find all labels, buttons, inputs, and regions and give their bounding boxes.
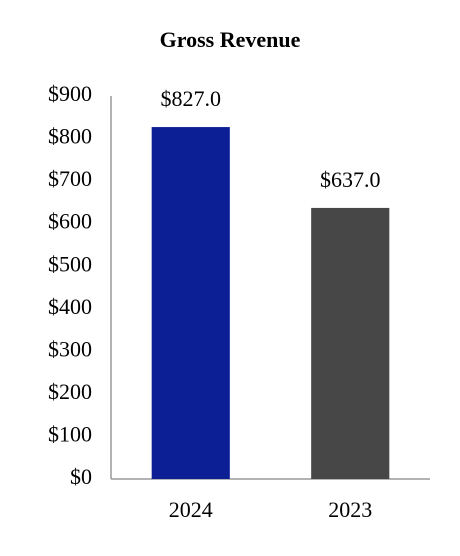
y-tick-label: $100	[48, 421, 92, 446]
y-tick-label: $600	[48, 209, 92, 234]
y-tick-label: $0	[70, 464, 92, 489]
y-tick-label: $500	[48, 251, 92, 276]
x-tick-label: 2024	[169, 497, 213, 522]
chart-title: Gross Revenue	[160, 27, 301, 52]
value-label: $637.0	[320, 167, 381, 192]
y-tick-label: $400	[48, 294, 92, 319]
value-label: $827.0	[161, 86, 222, 111]
y-tick-label: $300	[48, 336, 92, 361]
y-tick-label: $900	[48, 81, 92, 106]
x-tick-label: 2023	[328, 497, 372, 522]
y-tick-label: $700	[48, 166, 92, 191]
y-tick-label: $200	[48, 379, 92, 404]
y-tick-label: $800	[48, 124, 92, 149]
bar	[151, 127, 230, 479]
bar	[311, 207, 390, 479]
